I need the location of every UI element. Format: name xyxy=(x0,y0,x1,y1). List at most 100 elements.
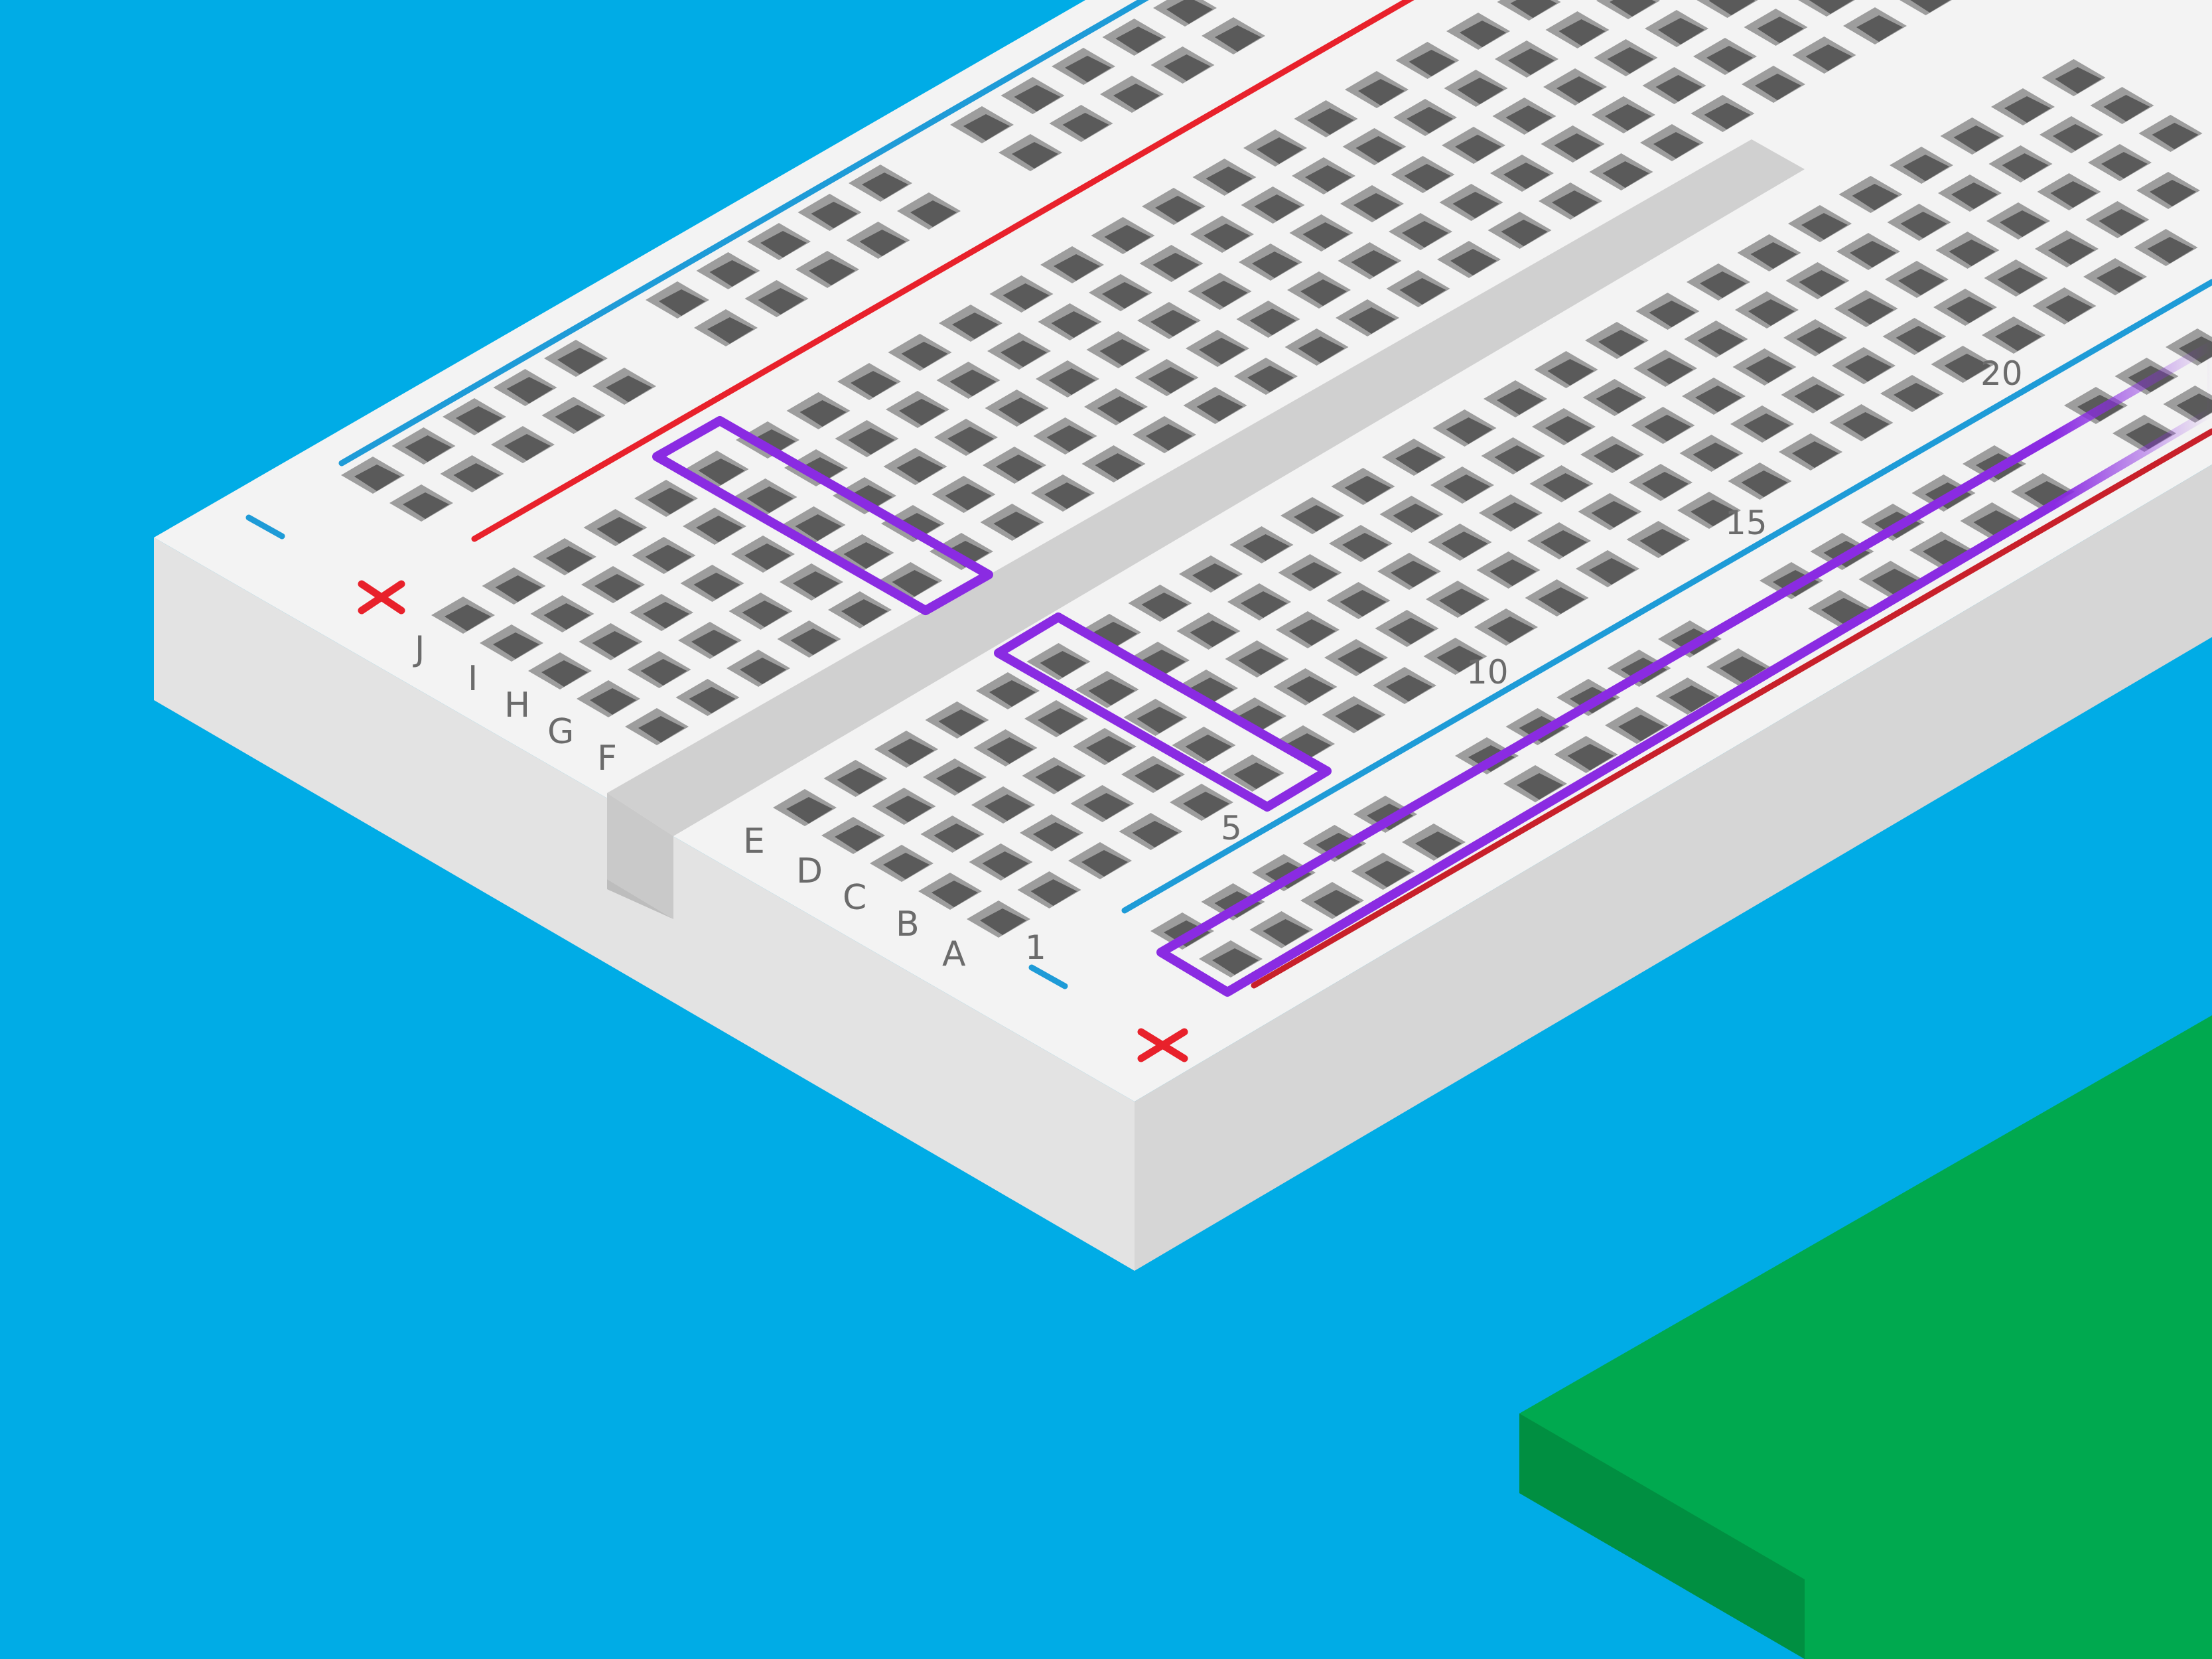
hole xyxy=(1428,524,1492,561)
rail-lines xyxy=(338,0,2212,989)
hole xyxy=(1592,96,1655,133)
hole xyxy=(1792,36,1856,74)
hole xyxy=(1781,376,1845,413)
hole xyxy=(1342,128,1407,165)
row-label-h: H xyxy=(504,685,530,725)
hole xyxy=(918,873,982,910)
hole xyxy=(1691,95,1755,132)
rail-hole xyxy=(999,134,1062,171)
hole xyxy=(2041,59,2106,96)
rail-hole xyxy=(696,252,760,289)
hole xyxy=(1529,465,1594,502)
hole xyxy=(482,567,546,605)
hole xyxy=(1142,188,1206,225)
hole xyxy=(1735,291,1799,328)
hole xyxy=(726,650,790,687)
hole xyxy=(925,701,989,739)
rail-hole xyxy=(1202,17,1265,54)
hole xyxy=(1495,40,1558,78)
hole xyxy=(2035,230,2099,267)
rail-hole xyxy=(950,106,1014,143)
rail-hole xyxy=(443,398,506,435)
hole xyxy=(2088,144,2152,181)
hole xyxy=(1933,289,1997,326)
row-labels-bottom: E D C B A xyxy=(743,822,966,974)
hole xyxy=(923,758,987,796)
hole xyxy=(583,509,648,546)
row-label-a: A xyxy=(942,934,966,974)
hole xyxy=(1040,246,1104,283)
rail-hole xyxy=(747,223,811,260)
hole xyxy=(1241,186,1305,224)
hole xyxy=(1135,359,1199,396)
hole xyxy=(1121,756,1185,793)
rail-hole xyxy=(897,192,961,230)
hole xyxy=(987,332,1051,370)
hole xyxy=(625,708,689,745)
hole-grid xyxy=(341,0,2212,977)
hole xyxy=(1329,525,1393,562)
hole xyxy=(2037,173,2101,210)
hole xyxy=(1640,124,1704,161)
hole xyxy=(2136,172,2200,209)
hole xyxy=(731,536,795,573)
hole xyxy=(1931,346,1995,383)
rail-hole xyxy=(1655,678,1720,715)
hole xyxy=(985,390,1049,427)
hole xyxy=(1785,262,1850,299)
rail-hole xyxy=(541,397,606,434)
hole xyxy=(920,816,985,853)
hole xyxy=(1642,67,1706,104)
highlight-outlines xyxy=(652,340,2212,997)
hole xyxy=(480,624,543,662)
hole xyxy=(1986,202,2050,240)
hole xyxy=(1487,212,1552,249)
hole xyxy=(1696,0,1758,18)
hole xyxy=(777,620,841,658)
hole xyxy=(976,672,1040,709)
hole xyxy=(678,622,742,659)
hole xyxy=(1326,582,1391,619)
hole xyxy=(833,477,896,514)
hole xyxy=(1984,259,2048,297)
hole xyxy=(1377,553,1441,590)
hole xyxy=(1292,157,1355,194)
hole xyxy=(1139,245,1204,282)
hole xyxy=(980,504,1044,541)
hole xyxy=(1084,388,1148,425)
rail-hole xyxy=(391,427,456,465)
rail-hole xyxy=(1049,105,1113,142)
hole xyxy=(1484,380,1547,417)
hole xyxy=(1170,784,1233,821)
hole xyxy=(1273,668,1338,705)
hole xyxy=(1935,232,2000,269)
hole xyxy=(1426,581,1489,618)
rail-hole xyxy=(1001,77,1065,114)
hole xyxy=(2039,116,2103,153)
hole xyxy=(1338,242,1402,279)
hole xyxy=(1070,785,1135,822)
hole xyxy=(1287,271,1351,309)
hole xyxy=(1243,129,1307,167)
hole xyxy=(1742,66,1805,103)
hole xyxy=(1885,261,1949,298)
hole xyxy=(874,731,938,768)
hole xyxy=(1843,7,1907,44)
hole xyxy=(1133,416,1196,453)
hole xyxy=(1635,293,1700,330)
hole xyxy=(1229,526,1294,563)
highlight-column-bottom xyxy=(994,613,1332,812)
hole xyxy=(1476,551,1541,589)
hole xyxy=(2138,115,2203,152)
hole xyxy=(1280,497,1344,534)
hole xyxy=(828,591,892,628)
hole xyxy=(835,420,899,457)
hole xyxy=(1578,493,1642,530)
rail-symbols xyxy=(245,514,1188,1062)
rail-line-bottom-red xyxy=(1251,428,2212,989)
hole xyxy=(1982,317,2045,354)
hole xyxy=(1580,436,1644,473)
hole xyxy=(1236,301,1300,338)
hole xyxy=(934,419,998,456)
hole xyxy=(1492,98,1556,135)
